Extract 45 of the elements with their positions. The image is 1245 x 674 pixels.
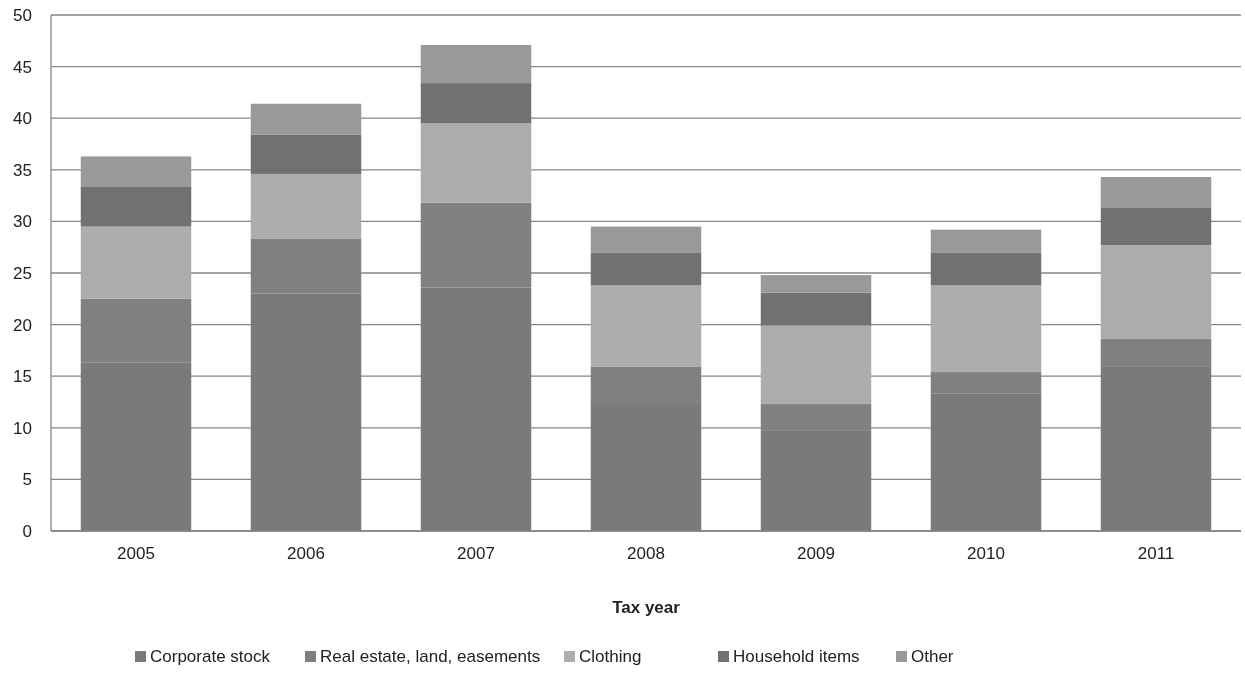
bar — [930, 285, 1042, 373]
bar — [930, 229, 1042, 253]
legend-label: Other — [911, 647, 954, 666]
bar — [80, 186, 192, 227]
bar — [250, 103, 362, 135]
y-tick-label: 50 — [13, 5, 32, 25]
y-tick-label: 5 — [22, 470, 32, 490]
bar — [590, 252, 702, 286]
bar — [80, 226, 192, 299]
x-tick-label: 2007 — [457, 544, 495, 563]
bar — [250, 173, 362, 239]
legend-label: Real estate, land, easements — [320, 647, 541, 666]
bar — [420, 123, 532, 203]
bar — [80, 156, 192, 187]
y-tick-label: 25 — [13, 263, 32, 283]
bar — [760, 325, 872, 405]
bar — [1100, 177, 1212, 208]
bar — [590, 285, 702, 367]
x-tick-label: 2005 — [117, 544, 155, 563]
bar — [1100, 207, 1212, 246]
x-tick-label: 2010 — [967, 544, 1005, 563]
y-tick-label: 30 — [13, 212, 32, 232]
x-axis-title: Tax year — [612, 598, 681, 617]
x-tick-label: 2009 — [797, 544, 835, 563]
bar — [420, 44, 532, 84]
y-tick-label: 40 — [13, 109, 32, 129]
legend-label: Household items — [733, 647, 860, 666]
legend-label: Corporate stock — [150, 647, 271, 666]
bar — [250, 134, 362, 174]
bar — [590, 226, 702, 253]
y-tick-label: 35 — [13, 160, 32, 180]
bar — [930, 252, 1042, 286]
y-tick-label: 20 — [13, 315, 32, 335]
x-tick-label: 2008 — [627, 544, 665, 563]
bar — [760, 275, 872, 293]
bar — [420, 83, 532, 124]
y-tick-label: 0 — [22, 521, 32, 541]
legend-label: Clothing — [579, 647, 642, 666]
bar — [1100, 245, 1212, 340]
x-tick-label: 2006 — [287, 544, 325, 563]
y-tick-label: 15 — [13, 367, 32, 387]
x-tick-label: 2011 — [1137, 544, 1175, 563]
bar — [760, 292, 872, 326]
y-tick-label: 10 — [13, 418, 32, 438]
y-tick-label: 45 — [13, 57, 32, 77]
